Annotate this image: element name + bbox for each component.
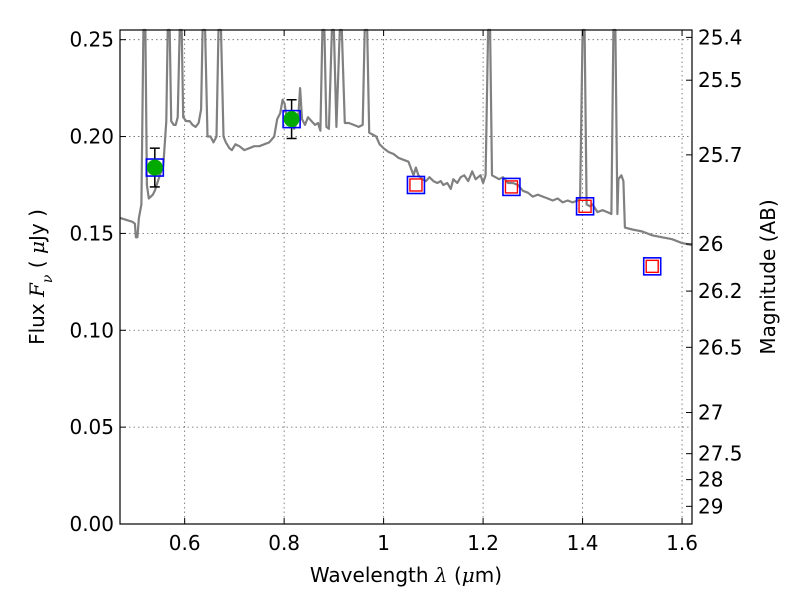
- right-tick-label: 26: [698, 232, 723, 256]
- right-tick-label: 25.5: [698, 68, 743, 92]
- upper-limit-red-square: [645, 259, 659, 274]
- x-tick-label: 0.8: [268, 531, 300, 555]
- tick-marks: [120, 30, 692, 525]
- x-axis-label: Wavelength λ (μm): [310, 563, 502, 587]
- right-tick-label: 29: [698, 494, 723, 518]
- x-tick-label: 1.4: [567, 531, 599, 555]
- x-tick-labels: 0.6 0.8 1 1.2 1.4 1.6: [169, 531, 698, 555]
- model-point-blue-square: [406, 175, 426, 195]
- right-tick-label: 25.4: [698, 25, 743, 49]
- marker-layer: [145, 98, 662, 276]
- model-point-blue-square: [642, 257, 662, 276]
- upper-limit-red-square: [578, 199, 592, 213]
- model-point-blue-square: [575, 196, 595, 216]
- y-tick-label: 0.20: [69, 125, 114, 149]
- right-axis-label: Magnitude (AB): [756, 199, 780, 354]
- model-point-blue-square: [282, 109, 301, 129]
- y-tick-label: 0.25: [69, 28, 114, 52]
- right-tick-label: 26.2: [698, 279, 743, 303]
- x-tick-label: 1.2: [467, 531, 499, 555]
- spectrum-line: [119, 28, 693, 247]
- spectrum-layer: [119, 28, 693, 247]
- y-tick-labels: 0.00 0.05 0.10 0.15 0.20 0.25: [69, 28, 114, 536]
- x-tick-label: 0.6: [169, 531, 201, 555]
- y-tick-label: 0.05: [69, 415, 114, 439]
- right-tick-label: 27: [698, 401, 723, 425]
- y-tick-label: 0.10: [69, 318, 114, 342]
- observed-point-green-circle: [146, 159, 163, 176]
- right-tick-label: 27.5: [698, 442, 743, 466]
- right-tick-label: 26.5: [698, 335, 743, 359]
- right-tick-label: 28: [698, 468, 723, 492]
- y-axis-label: Flux Fν ( μJy ): [25, 209, 56, 345]
- model-point-blue-square: [502, 177, 521, 197]
- y-tick-label: 0.15: [69, 221, 114, 245]
- upper-limit-red-square: [409, 178, 423, 192]
- x-tick-label: 1.6: [666, 531, 698, 555]
- observed-point-green-circle: [283, 111, 300, 128]
- model-point-blue-square: [145, 158, 165, 177]
- y-tick-label: 0.00: [69, 512, 114, 536]
- x-tick-label: 1: [377, 531, 390, 555]
- right-tick-label: 25.7: [698, 143, 743, 167]
- upper-limit-red-square: [504, 180, 519, 194]
- plot-frame: [119, 29, 693, 525]
